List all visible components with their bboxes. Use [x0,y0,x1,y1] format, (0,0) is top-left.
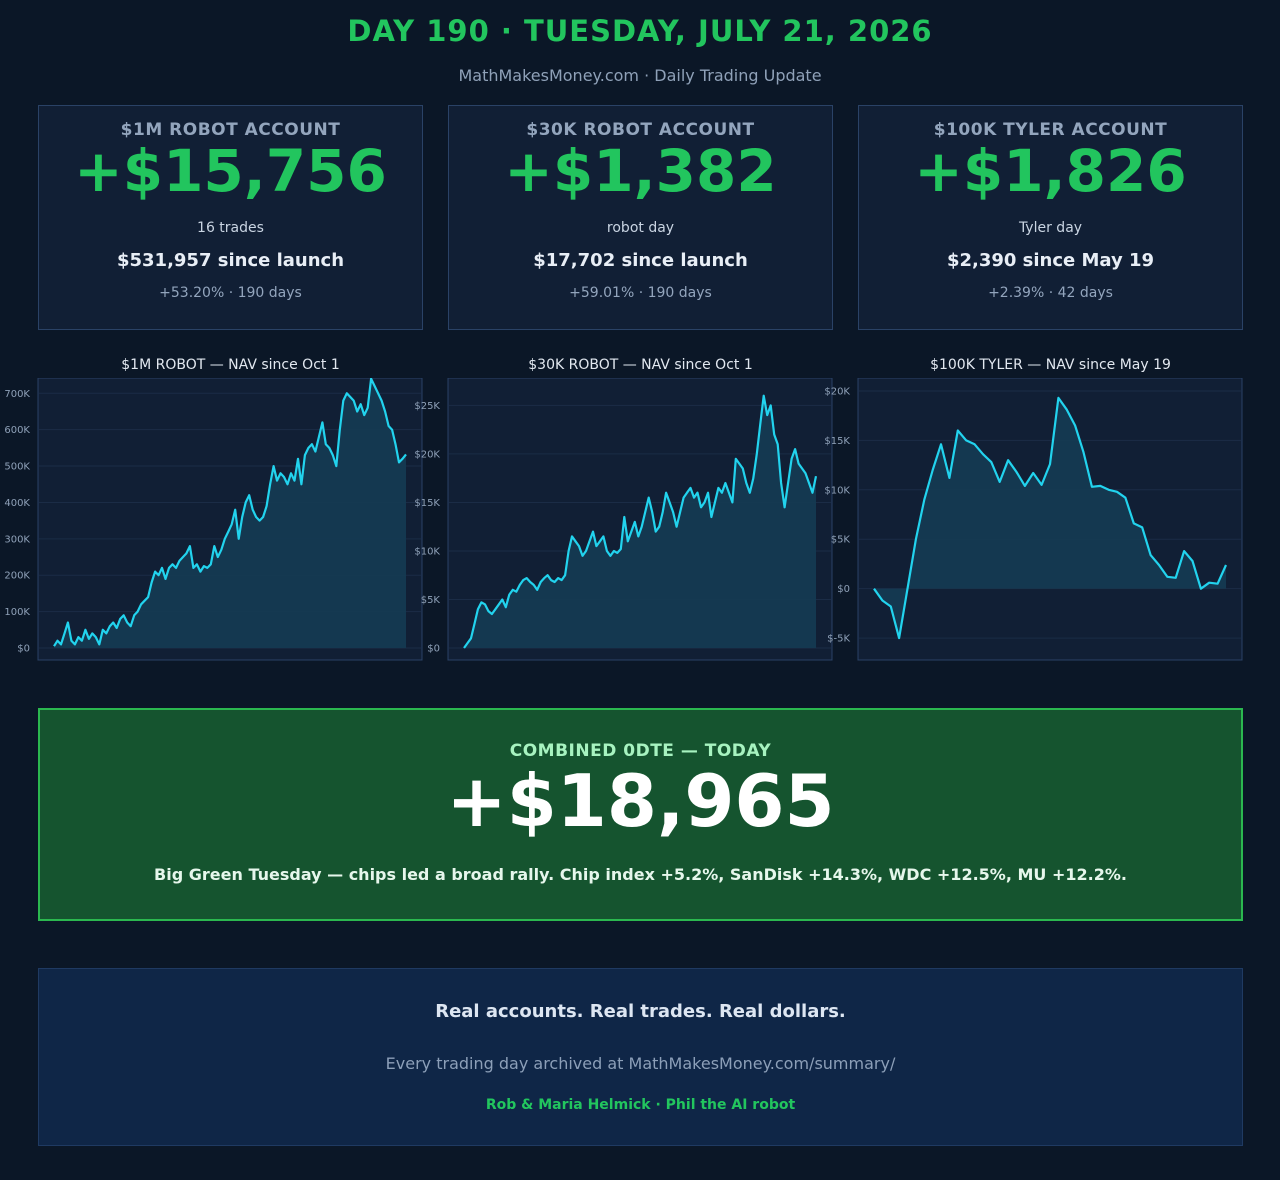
y-tick-label: 600K [4,425,30,436]
y-tick-label: $15K [824,436,850,447]
y-tick-label: $-5K [827,634,850,645]
card-day-pnl: +$1,382 [504,137,777,205]
card-percent: +2.39% · 42 days [988,285,1113,301]
nav-chart-30k-robot: $0 $5K $10K $15K $20K $25K [414,378,833,661]
y-tick-label: $15K [414,498,440,509]
card-label: $30K ROBOT ACCOUNT [526,120,755,140]
card-note: 16 trades [197,220,264,236]
nav-chart-1m-robot: $0 100K 200K 300K 400K 500K 600K 700K [4,378,423,661]
card-percent: +53.20% · 190 days [159,285,302,301]
nav-chart-100k-tyler: $-5K $0 $5K $10K $15K $20K [824,378,1243,661]
page-subtitle: MathMakesMoney.com · Daily Trading Updat… [458,66,822,85]
account-card-30k-robot: $30K ROBOT ACCOUNT +$1,382 robot day $17… [448,105,833,330]
nav-line [873,396,1228,640]
y-tick-label: 700K [4,389,30,400]
card-note: robot day [606,220,675,236]
chart-title-100k-tyler: $100K TYLER — NAV since May 19 [930,357,1171,373]
y-tick-label: $0 [837,584,850,595]
nav-line [463,394,818,649]
page-title: DAY 190 · TUESDAY, JULY 21, 2026 [347,14,933,48]
card-day-pnl: +$1,826 [914,137,1187,205]
combined-label: COMBINED 0DTE — TODAY [509,741,772,761]
footer-tagline: Real accounts. Real trades. Real dollars… [435,1001,846,1022]
card-since-launch: $2,390 since May 19 [946,250,1155,271]
nav-area [464,395,816,648]
nav-line [53,378,407,647]
chart-title-30k-robot: $30K ROBOT — NAV since Oct 1 [528,357,753,373]
y-tick-label: 300K [4,534,30,545]
account-card-1m-robot: $1M ROBOT ACCOUNT +$15,756 16 trades $53… [38,105,423,330]
card-percent: +59.01% · 190 days [569,285,712,301]
footer-credit: Rob & Maria Helmick · Phil the AI robot [485,1097,796,1113]
chart-title-1m-robot: $1M ROBOT — NAV since Oct 1 [121,357,340,373]
y-tick-label: $10K [414,546,440,557]
account-card-100k-tyler: $100K TYLER ACCOUNT +$1,826 Tyler day $2… [858,105,1243,330]
nav-area [54,378,406,648]
card-label: $100K TYLER ACCOUNT [933,120,1168,140]
combined-note: Big Green Tuesday — chips led a broad ra… [154,865,1127,884]
card-label: $1M ROBOT ACCOUNT [120,120,341,140]
combined-pnl: +$18,965 [446,759,835,843]
card-note: Tyler day [1018,220,1083,236]
y-tick-label: $5K [421,595,441,606]
y-tick-label: $10K [824,485,850,496]
y-tick-label: 500K [4,462,30,473]
y-tick-label: 400K [4,498,30,509]
card-since-launch: $531,957 since launch [116,250,345,271]
y-tick-label: $25K [414,401,440,412]
y-tick-label: $0 [427,644,440,655]
y-tick-label: $20K [414,449,440,460]
y-tick-label: $5K [831,535,851,546]
y-tick-label: 100K [4,607,30,618]
nav-area [874,397,1226,639]
footer-panel: Real accounts. Real trades. Real dollars… [38,968,1243,1146]
combined-today-panel: COMBINED 0DTE — TODAY +$18,965 Big Green… [38,708,1243,921]
y-tick-label: $20K [824,386,850,397]
y-tick-label: $0 [17,644,30,655]
footer-archive-link[interactable]: Every trading day archived at MathMakesM… [385,1054,896,1073]
card-since-launch: $17,702 since launch [533,250,748,271]
card-day-pnl: +$15,756 [74,137,387,205]
y-tick-label: 200K [4,571,30,582]
